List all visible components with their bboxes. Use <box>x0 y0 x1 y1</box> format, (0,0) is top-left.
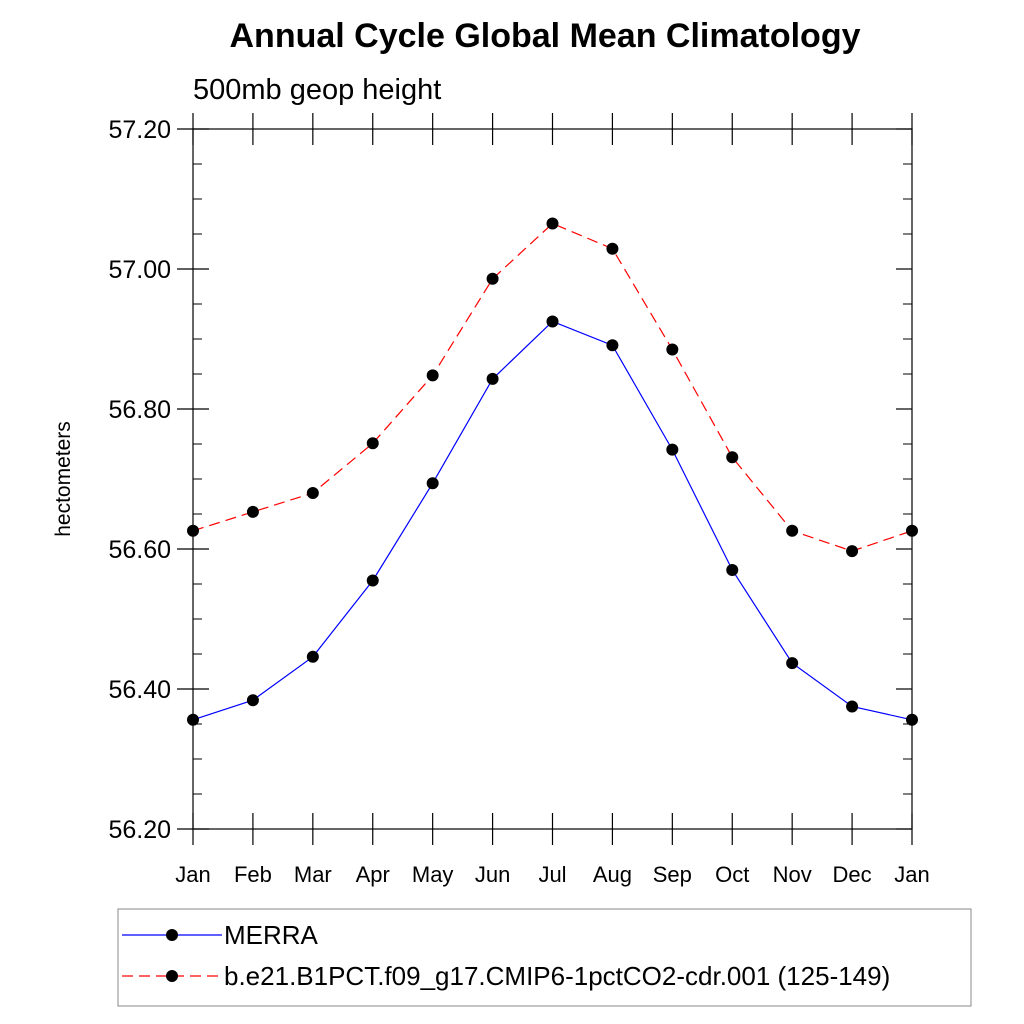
x-tick-label: May <box>412 862 454 887</box>
series-0-point <box>726 564 739 576</box>
x-tick-label: Oct <box>715 862 749 887</box>
y-tick-label: 57.20 <box>108 116 171 144</box>
legend-label-merra: MERRA <box>224 920 319 950</box>
series-1-point <box>606 242 619 255</box>
y-tick-labels: 56.20 56.40 56.60 56.80 57.00 57.20 <box>108 116 171 844</box>
series-1-point <box>726 451 739 464</box>
x-tick-label: Mar <box>294 862 332 887</box>
series-1-point <box>906 524 918 537</box>
series-1-point <box>546 217 559 230</box>
x-tick-label: Nov <box>773 862 812 887</box>
series-0-point <box>666 443 679 456</box>
series-line-0 <box>192 320 913 721</box>
series-0-point <box>187 713 199 726</box>
series-1-point <box>366 437 379 450</box>
series-0-point <box>606 339 619 352</box>
plot-frame <box>192 128 913 830</box>
series-0-point <box>786 657 799 670</box>
series-1-point <box>486 272 499 285</box>
series-line-1 <box>192 222 913 552</box>
series-0-point <box>366 574 379 587</box>
x-tick-labels: Jan Feb Mar Apr May Jun Jul Aug Sep Oct Nov Dec Jan <box>175 862 929 887</box>
series-0-point <box>486 372 499 385</box>
legend: MERRA b.e21.B1PCT.f09_g17.CMIP6-1pctCO2-… <box>117 908 972 1007</box>
legend-label-model: b.e21.B1PCT.f09_g17.CMIP6-1pctCO2-cdr.00… <box>224 961 890 991</box>
x-tick-label: Dec <box>833 862 872 887</box>
series-layer <box>187 217 918 726</box>
series-0-point <box>426 477 439 490</box>
y-tick-label: 57.00 <box>108 256 171 284</box>
series-1-point <box>246 505 259 518</box>
y-tick-label: 56.40 <box>108 676 171 704</box>
legend-marker-model <box>166 970 178 982</box>
x-tick-label: Aug <box>593 862 632 887</box>
series-1-point <box>426 369 439 382</box>
y-axis-label: hectometers <box>52 421 75 537</box>
x-tick-label: Jul <box>538 862 566 887</box>
y-tick-label: 56.80 <box>108 396 171 424</box>
x-tick-label: Jun <box>475 862 510 887</box>
series-0-point <box>846 700 859 713</box>
x-tick-label: Apr <box>356 862 390 887</box>
series-0-point <box>546 315 559 328</box>
x-tick-label: Sep <box>653 862 692 887</box>
series-0-point <box>246 694 259 707</box>
chart-subtitle: 500mb geop height <box>193 74 441 106</box>
legend-box <box>117 908 972 1007</box>
series-1-point <box>786 524 799 537</box>
series-0-point <box>906 713 918 726</box>
x-tick-label: Jan <box>175 862 210 887</box>
series-0-point <box>306 650 319 663</box>
series-1-point <box>306 487 319 499</box>
x-tick-label: Jan <box>894 862 929 887</box>
series-1-point <box>666 343 679 356</box>
y-tick-label: 56.20 <box>108 816 171 844</box>
legend-marker-merra <box>166 929 178 941</box>
y-tick-label: 56.60 <box>108 536 171 564</box>
series-1-point <box>846 545 859 558</box>
axis-ticks <box>177 113 913 845</box>
series-1-point <box>187 524 199 537</box>
x-tick-label: Feb <box>234 862 272 887</box>
chart-title: Annual Cycle Global Mean Climatology <box>230 17 861 55</box>
